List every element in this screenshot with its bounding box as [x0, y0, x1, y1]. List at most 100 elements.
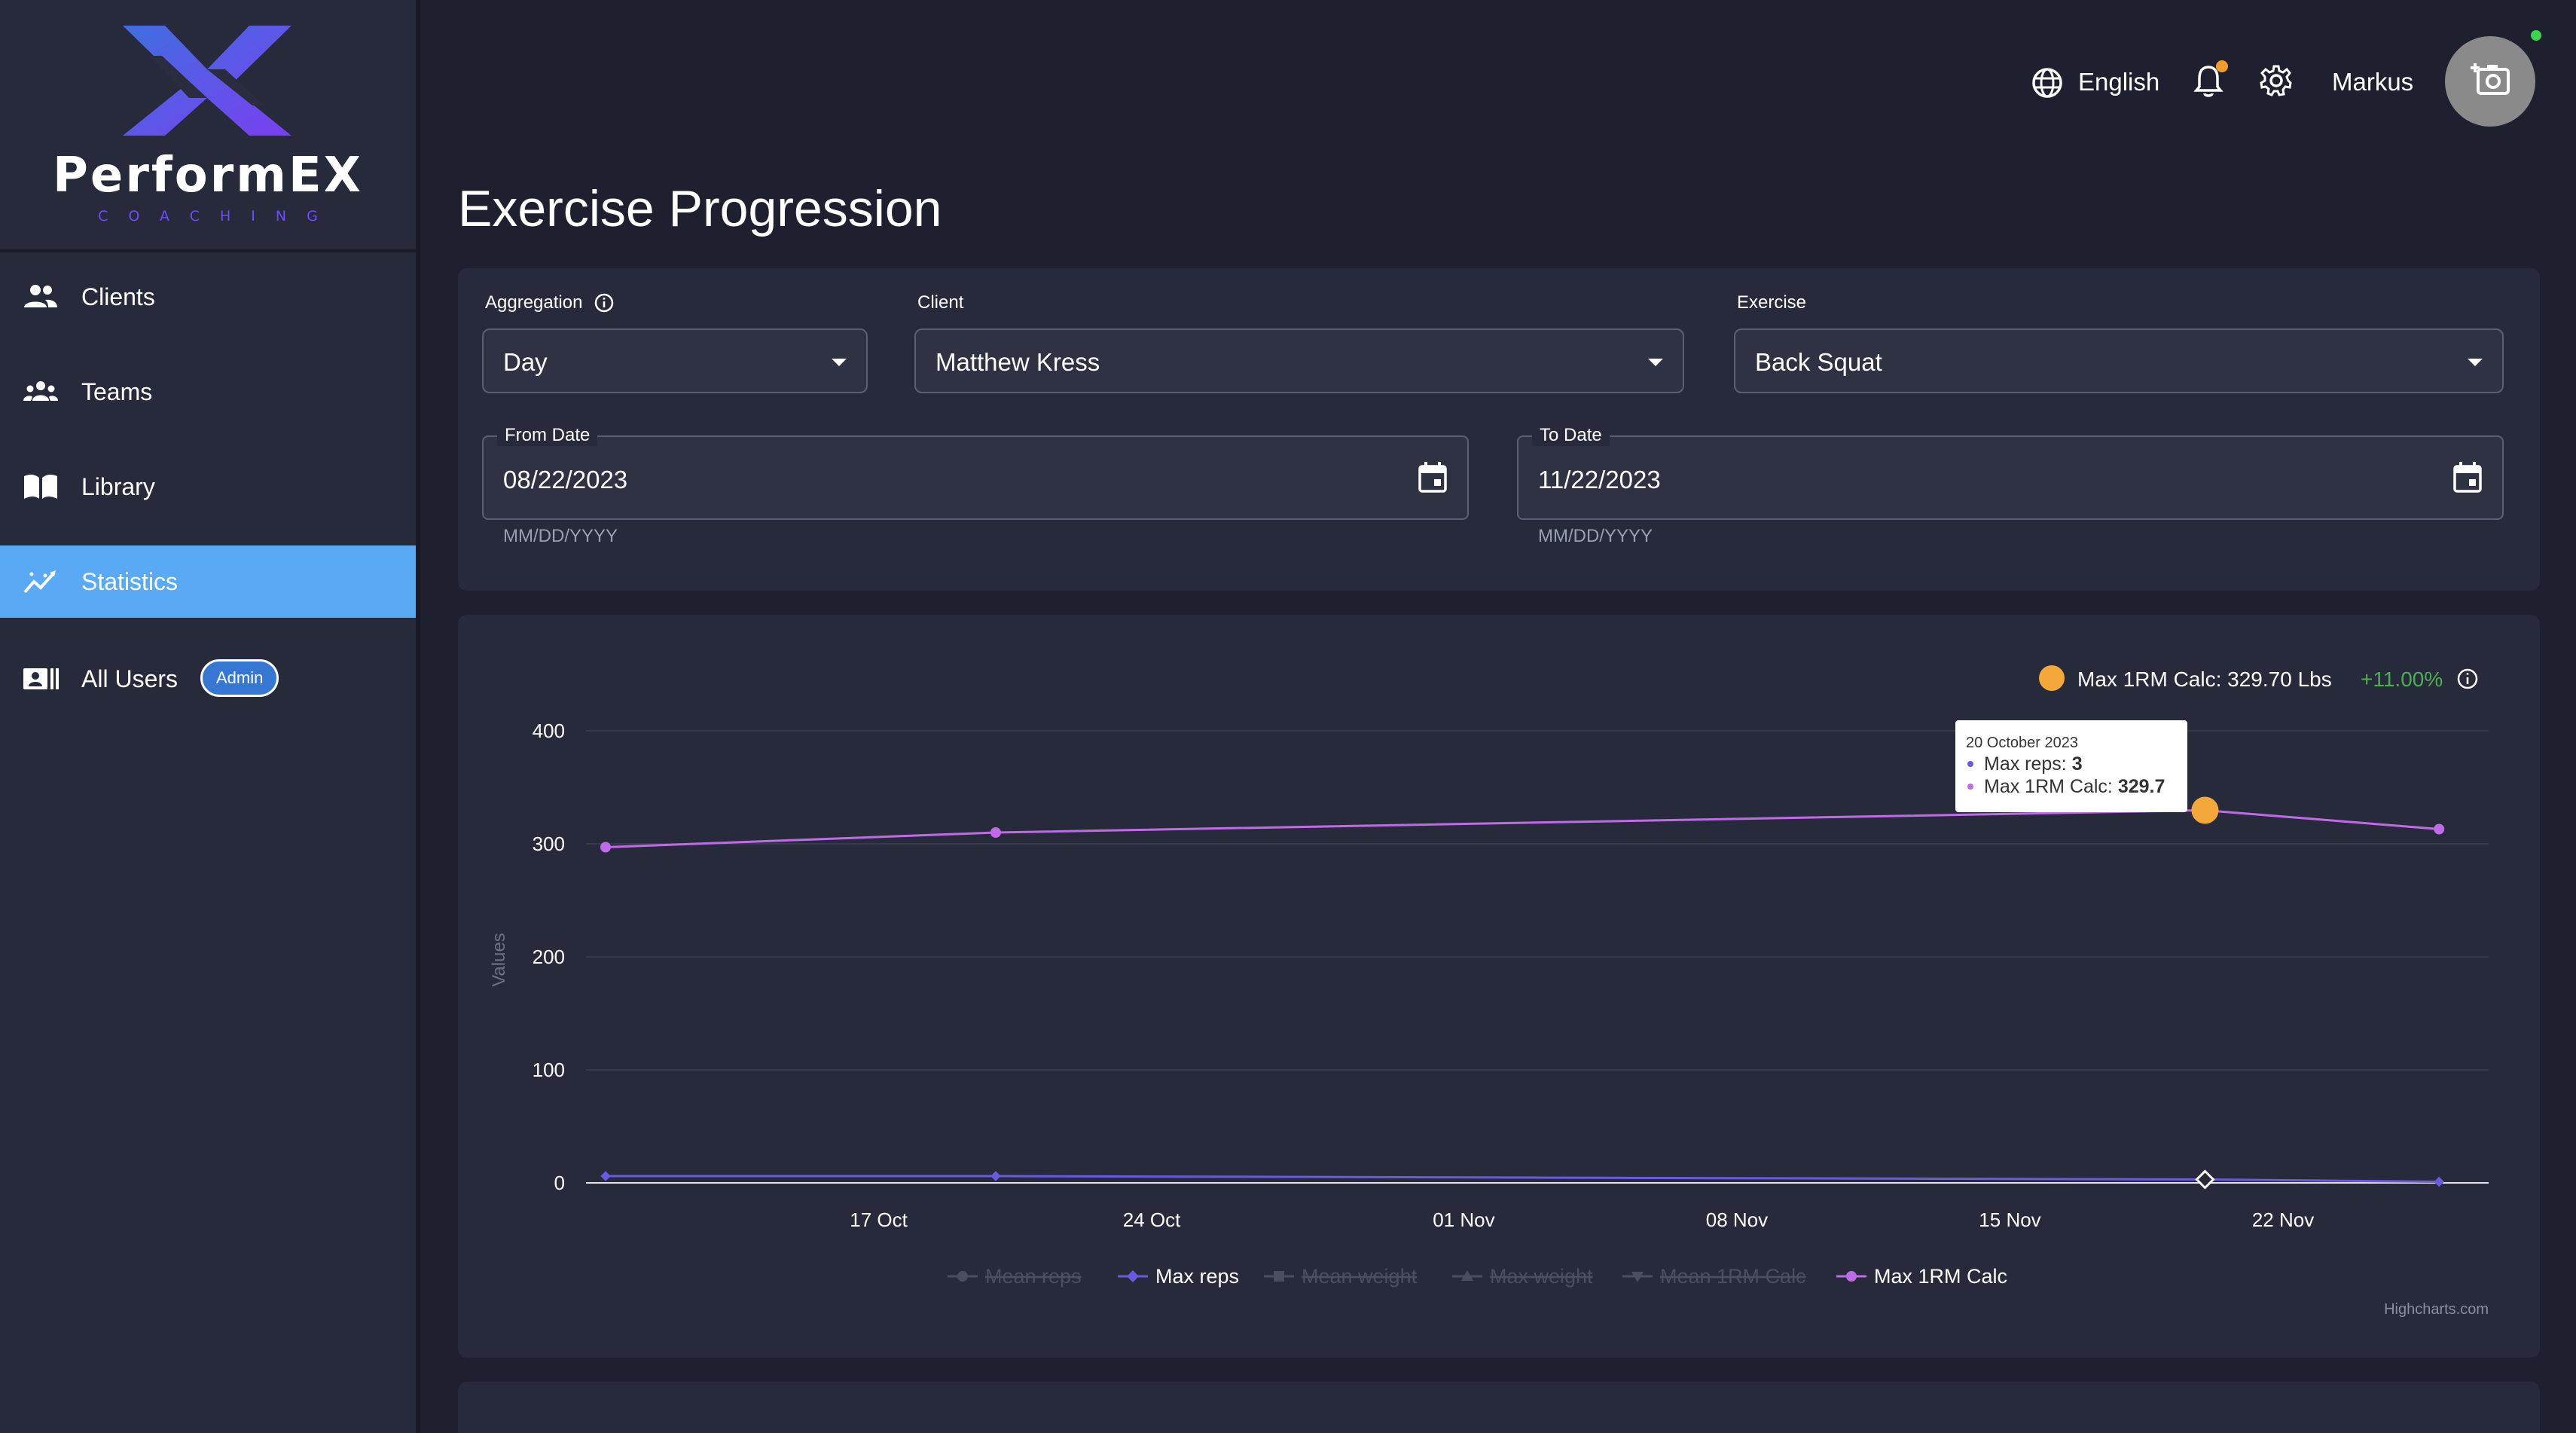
summary-label: Max 1RM Calc: 329.70 Lbs [2077, 668, 2332, 691]
data-point [990, 827, 1001, 838]
chart-series [600, 796, 2445, 1190]
exercise-select[interactable]: Back Squat [1734, 328, 2504, 393]
sidebar-item-label: All Users [81, 665, 179, 692]
sidebar-item-label: Library [81, 472, 155, 500]
brand-tagline: COACHING [98, 208, 338, 225]
to-date-label: To Date [1532, 425, 1610, 446]
bell-icon[interactable] [2193, 63, 2223, 98]
x-tick-label: 22 Nov [2252, 1208, 2314, 1231]
chevron-down-icon [1648, 359, 1663, 366]
sidebar-item-clients[interactable]: Clients [0, 261, 416, 333]
page-title: Exercise Progression [458, 180, 942, 237]
secondary-panel [458, 1382, 2540, 1433]
from-date-field[interactable]: From Date 08/22/2023 [482, 425, 1469, 520]
legend-symbol [957, 1271, 968, 1282]
client-select[interactable]: Matthew Kress [914, 328, 1684, 393]
legend-symbol [1127, 1270, 1139, 1282]
y-axis: 0 100 200 300 400 [533, 720, 565, 1194]
online-status-dot [2531, 30, 2541, 41]
summary-marker [2039, 665, 2065, 691]
data-point [2195, 1169, 2215, 1190]
add-photo-icon [2471, 63, 2510, 95]
header-toolbar: English Markus [2031, 30, 2543, 131]
client-label: Client [917, 292, 964, 313]
language-selector[interactable]: English [2078, 68, 2160, 96]
legend-item-label[interactable]: Max 1RM Calc [1874, 1265, 2007, 1288]
y-tick-label: 200 [533, 946, 565, 968]
client-value: Matthew Kress [935, 348, 1100, 376]
legend-symbol [1631, 1272, 1644, 1282]
x-tick-label: 15 Nov [1979, 1208, 2040, 1231]
sidebar-item-library[interactable]: Library [0, 451, 416, 523]
y-tick-label: 0 [554, 1172, 565, 1194]
groups-icon [23, 381, 58, 401]
y-tick-label: 400 [533, 720, 565, 742]
data-point [2191, 796, 2219, 824]
data-point [2434, 823, 2445, 835]
legend-symbol [1274, 1271, 1284, 1282]
legend-item-label[interactable]: Mean weight [1302, 1265, 1418, 1288]
info-icon[interactable] [594, 292, 615, 313]
y-axis-title: Values [489, 933, 509, 987]
exercise-label: Exercise [1737, 292, 1807, 313]
series-line [606, 1175, 2440, 1183]
people-icon [24, 285, 57, 307]
from-date-value: 08/22/2023 [503, 466, 628, 493]
sidebar-item-label: Statistics [81, 567, 179, 595]
to-date-field[interactable]: To Date 11/22/2023 [1517, 425, 2504, 520]
notification-dot [2216, 60, 2228, 72]
filter-panel: Aggregation Day Client Matthew Kress Exe… [458, 268, 2540, 591]
gear-icon[interactable] [2260, 64, 2293, 97]
x-tick-label: 01 Nov [1433, 1208, 1494, 1231]
sidebar: PerformEX COACHING Clients Teams Library… [0, 0, 420, 1433]
brand-name: PerformEX [53, 148, 363, 203]
user-name[interactable]: Markus [2332, 68, 2414, 96]
x-tick-label: 08 Nov [1706, 1208, 1768, 1231]
data-point [990, 1171, 1001, 1181]
legend-symbol [1461, 1270, 1473, 1281]
chart-credits[interactable]: Highcharts.com [2384, 1301, 2489, 1318]
id-card-icon [23, 668, 59, 689]
aggregation-select[interactable]: Day [482, 328, 868, 393]
legend-item-label[interactable]: Mean reps [985, 1265, 1082, 1288]
calendar-icon[interactable] [1418, 461, 1448, 494]
legend-item-label[interactable]: Max weight [1490, 1265, 1593, 1288]
legend-item-label[interactable]: Max reps [1155, 1265, 1239, 1288]
x-tick-label: 24 Oct [1123, 1208, 1181, 1231]
x-tick-label: 17 Oct [850, 1208, 908, 1231]
globe-icon[interactable] [2031, 66, 2064, 99]
tooltip-line1: Max reps: 3 [1984, 753, 2083, 775]
info-icon[interactable] [2457, 668, 2478, 689]
calendar-icon[interactable] [2452, 461, 2483, 494]
trend-icon [23, 570, 56, 594]
logo-mark-icon [123, 26, 291, 136]
aggregation-value: Day [503, 348, 548, 376]
chart-tooltip: 20 October 2023 Max reps: 3 Max 1RM Calc… [1955, 720, 2187, 812]
from-date-helper: MM/DD/YYYY [503, 526, 618, 546]
legend-symbol [1846, 1271, 1857, 1282]
legend-item-label[interactable]: Mean 1RM Calc [1660, 1265, 1806, 1288]
chevron-down-icon [832, 359, 847, 366]
sidebar-item-all-users[interactable]: All Users Admin [0, 643, 416, 715]
data-point [2434, 1176, 2444, 1187]
to-date-value: 11/22/2023 [1538, 466, 1661, 493]
book-icon [24, 474, 57, 499]
brand-logo[interactable]: PerformEX COACHING [0, 0, 416, 252]
sidebar-item-statistics[interactable]: Statistics [0, 545, 416, 618]
progression-chart: Max 1RM Calc: 329.70 Lbs +11.00% 0 100 200… [489, 665, 2489, 1318]
avatar[interactable] [2445, 36, 2535, 127]
chevron-down-icon [2468, 359, 2483, 366]
tooltip-date: 20 October 2023 [1966, 735, 2078, 751]
from-date-label: From Date [497, 425, 598, 446]
data-point [600, 842, 611, 853]
to-date-helper: MM/DD/YYYY [1538, 526, 1653, 546]
x-axis: 17 Oct 24 Oct 01 Nov 08 Nov 15 Nov 22 Nov [850, 1208, 2314, 1231]
sidebar-item-label: Clients [81, 283, 155, 310]
sidebar-item-label: Teams [81, 377, 153, 405]
sidebar-item-teams[interactable]: Teams [0, 356, 416, 428]
exercise-value: Back Squat [1755, 348, 1882, 376]
data-point [600, 1171, 611, 1181]
y-tick-label: 100 [533, 1059, 565, 1081]
tooltip-bullet [1967, 784, 1973, 790]
chart-panel: Max 1RM Calc: 329.70 Lbs +11.00% 0 100 200… [458, 615, 2540, 1358]
